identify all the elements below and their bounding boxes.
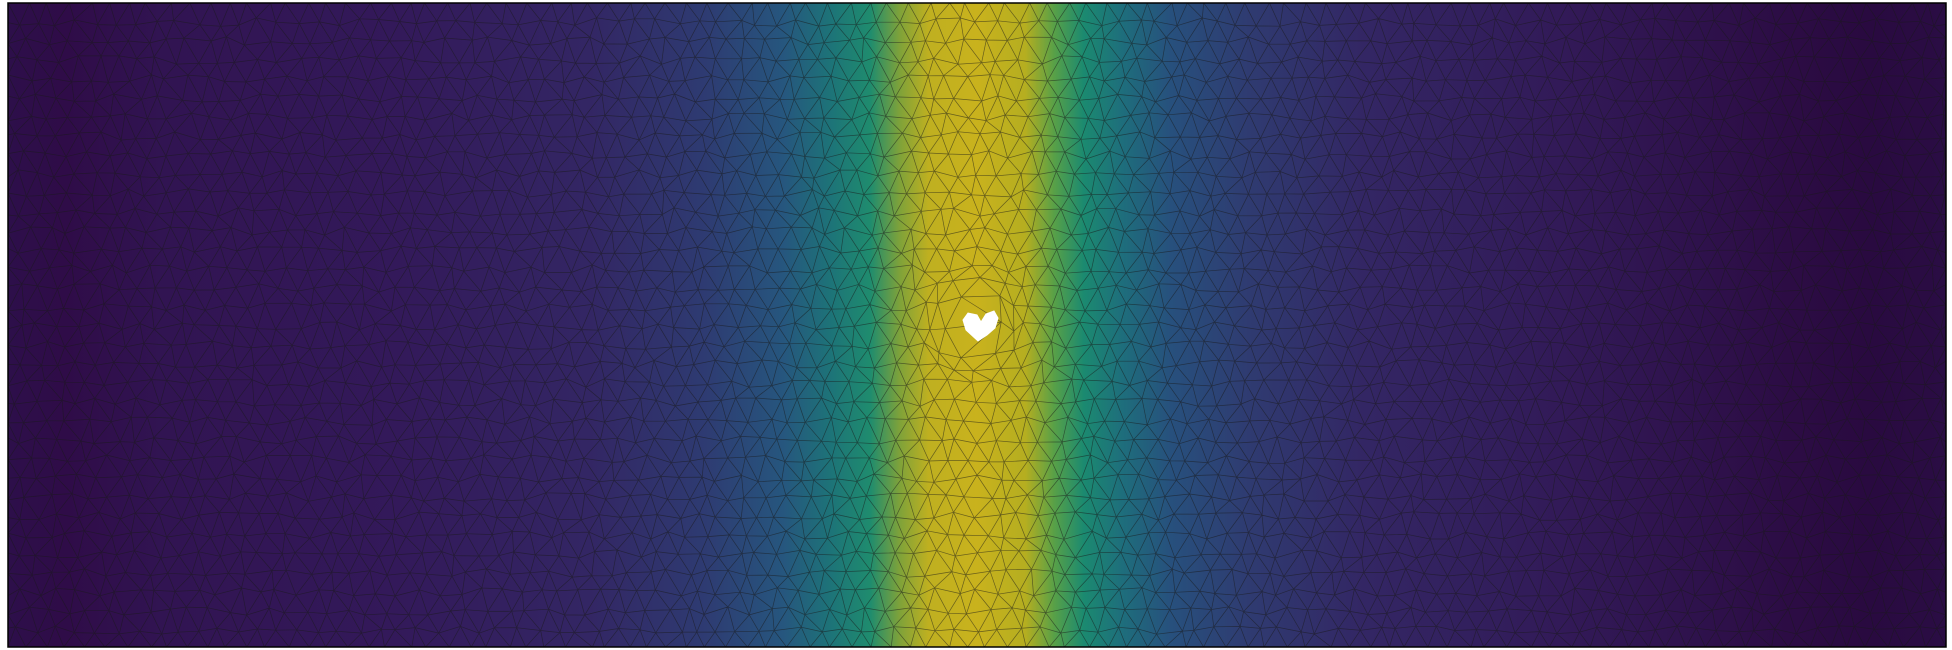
mesh-edges [8,3,1946,647]
triangle-mesh [8,3,1946,647]
heart-shaped-hole-icon [962,310,999,342]
plot-border [7,2,1947,648]
